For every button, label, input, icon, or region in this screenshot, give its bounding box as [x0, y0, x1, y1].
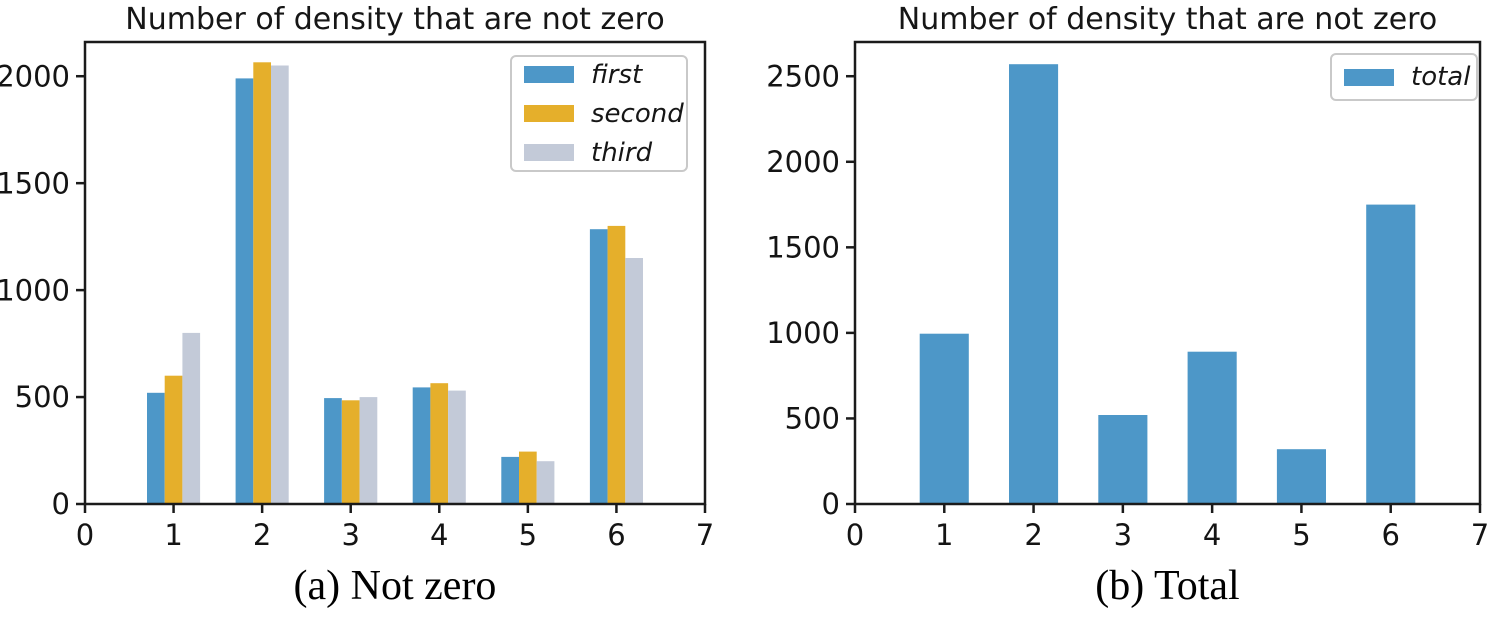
chart-a-plot-area: 0 500 1000 1500 2000 0 1 2 3 4 5 6 7 [0, 40, 714, 552]
legend-label-first: first [591, 59, 643, 90]
x-tick-label: 1 [935, 518, 953, 552]
x-tick-label: 7 [1471, 518, 1489, 552]
chart-not-zero: Number of density that are not zero 0 500… [0, 2, 714, 609]
y-tick-label: 1500 [766, 230, 840, 264]
y-tick-label: 2000 [0, 59, 70, 93]
legend-label-second: second [591, 98, 684, 129]
chart-a-legend: first second third [510, 55, 688, 172]
bar-total-x4 [1187, 351, 1237, 504]
legend-swatch-total [1344, 68, 1394, 86]
x-tick-label: 2 [253, 518, 271, 552]
bar-first-x4 [412, 387, 431, 504]
x-tick-label: 5 [519, 518, 537, 552]
x-tick-label: 7 [696, 518, 714, 552]
bar-total-x1 [919, 333, 969, 504]
bar-first-x6 [589, 229, 608, 504]
y-tick-label: 500 [785, 402, 840, 436]
bar-total-x6 [1366, 204, 1416, 504]
bar-second-x5 [519, 451, 537, 504]
bar-second-x4 [430, 383, 449, 504]
bar-third-x5 [536, 461, 555, 504]
chart-a-title: Number of density that are not zero [125, 2, 665, 37]
chart-b-plot-area: 0 500 1000 1500 2000 2500 0 1 2 3 4 5 6 7 [766, 40, 1489, 552]
x-tick-label: 0 [76, 518, 94, 552]
bar-first-x2 [235, 78, 254, 505]
bar-second-x1 [164, 375, 183, 504]
legend-swatch-first [524, 66, 574, 83]
legend-item-second: second [524, 101, 684, 127]
y-tick-label: 1500 [0, 166, 70, 200]
bar-first-x5 [501, 456, 519, 504]
x-tick-label: 5 [1292, 518, 1310, 552]
x-tick-label: 4 [1203, 518, 1221, 552]
x-tick-label: 4 [430, 518, 448, 552]
bar-third-x1 [182, 332, 201, 504]
bar-first-x1 [147, 392, 165, 504]
bar-total-x5 [1276, 449, 1326, 504]
bar-second-x2 [253, 62, 271, 505]
chart-b-title: Number of density that are not zero [897, 2, 1438, 37]
y-tick-label: 2000 [766, 145, 840, 179]
bar-second-x3 [341, 400, 360, 504]
legend-label-third: third [591, 137, 653, 168]
bar-third-x3 [359, 397, 378, 504]
chart-a-caption: (a) Not zero [293, 563, 497, 609]
y-tick-label: 2500 [766, 59, 840, 93]
legend-item-total: total [1344, 64, 1470, 90]
x-tick-label: 6 [607, 518, 625, 552]
bar-third-x2 [271, 65, 289, 504]
legend-item-third: third [524, 140, 674, 166]
y-tick-label: 0 [52, 487, 70, 521]
bar-total-x3 [1098, 415, 1148, 504]
x-tick-label: 1 [164, 518, 182, 552]
axes-spines [853, 40, 1482, 506]
legend-label-total: total [1411, 62, 1471, 92]
y-tick-label: 0 [822, 487, 840, 521]
y-tick-label: 500 [15, 380, 70, 414]
y-tick-label: 1000 [0, 273, 70, 307]
x-tick-label: 0 [846, 518, 864, 552]
bar-second-x6 [607, 225, 626, 504]
x-tick-label: 3 [341, 518, 359, 552]
chart-b-caption: (b) Total [1095, 563, 1240, 609]
bar-first-x3 [324, 398, 342, 504]
legend-swatch-second [524, 105, 574, 122]
bar-third-x4 [448, 390, 466, 504]
axes-spines [83, 40, 707, 506]
x-tick-label: 6 [1381, 518, 1399, 552]
bar-third-x6 [625, 258, 643, 504]
chart-total: Number of density that are not zero 0 500… [750, 0, 1500, 627]
chart-b-legend: total [1330, 53, 1478, 101]
x-tick-label: 3 [1114, 518, 1132, 552]
x-tick-label: 2 [1024, 518, 1042, 552]
y-tick-label: 1000 [766, 316, 840, 350]
bar-total-x2 [1009, 64, 1059, 504]
legend-item-first: first [524, 62, 674, 88]
legend-swatch-third [524, 144, 574, 161]
